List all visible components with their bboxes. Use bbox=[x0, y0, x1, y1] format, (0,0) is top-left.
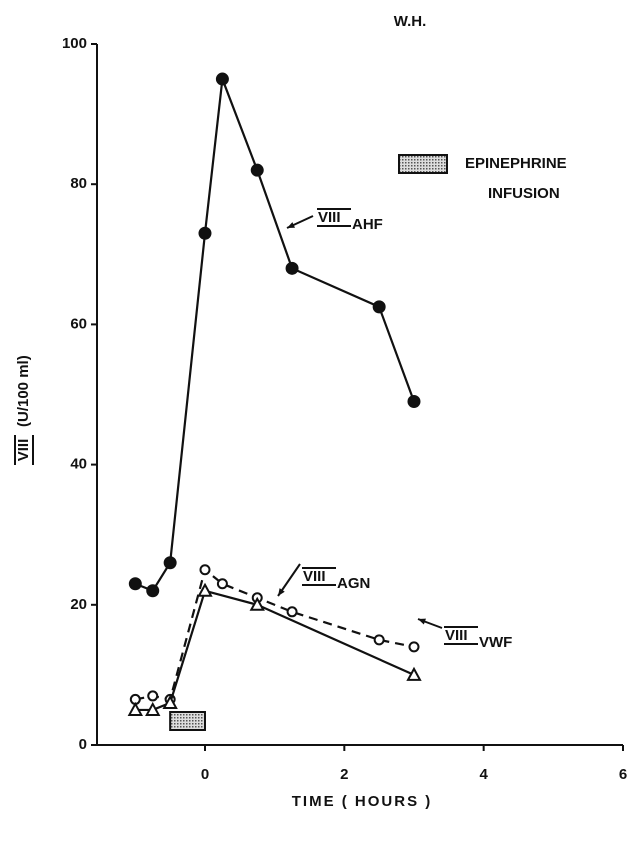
chart-title: W.H. bbox=[394, 13, 427, 30]
point bbox=[163, 556, 177, 570]
point bbox=[199, 564, 211, 576]
point bbox=[250, 163, 264, 177]
annotation-prefix: VIII bbox=[445, 627, 468, 644]
point bbox=[373, 634, 385, 646]
point bbox=[128, 577, 142, 591]
point bbox=[198, 226, 212, 240]
annotation-prefix: VIII bbox=[303, 568, 326, 585]
point bbox=[197, 582, 213, 597]
y-tick-label: 20 bbox=[70, 596, 87, 613]
point bbox=[285, 261, 299, 275]
point bbox=[215, 72, 229, 86]
series-line bbox=[135, 567, 415, 701]
y-tick-label: 100 bbox=[62, 35, 87, 52]
point bbox=[147, 690, 159, 702]
point bbox=[406, 666, 422, 681]
point bbox=[216, 578, 228, 590]
x-tick-label: 0 bbox=[201, 766, 209, 783]
point bbox=[408, 641, 420, 653]
series-label: VWF bbox=[479, 634, 512, 651]
x-tick-label: 6 bbox=[619, 766, 627, 783]
x-axis-label: TIME ( HOURS ) bbox=[292, 793, 433, 810]
x-tick-label: 4 bbox=[479, 766, 488, 783]
y-axis-label-group: VIII (U/100 ml) bbox=[14, 355, 34, 465]
annotation-prefix: VIII bbox=[318, 209, 341, 226]
series-line bbox=[135, 589, 415, 712]
point bbox=[145, 701, 161, 716]
y-axis-label: (U/100 ml) bbox=[15, 355, 32, 427]
point bbox=[162, 694, 178, 709]
point bbox=[249, 596, 265, 611]
point bbox=[127, 701, 144, 716]
y-tick-label: 0 bbox=[79, 736, 87, 753]
infusion-bar bbox=[169, 711, 206, 731]
legend-label: INFUSION bbox=[488, 185, 560, 202]
point bbox=[146, 584, 160, 598]
y-tick-label: 80 bbox=[70, 175, 87, 192]
legend-swatch bbox=[398, 154, 448, 174]
arrow-head bbox=[287, 222, 295, 228]
series-label: AHF bbox=[352, 216, 383, 233]
y-axis-label-prefix: VIII bbox=[15, 439, 32, 462]
point bbox=[407, 395, 421, 409]
x-tick-label: 2 bbox=[340, 766, 348, 783]
legend-label: EPINEPHRINE bbox=[465, 155, 567, 172]
series-line bbox=[134, 78, 416, 593]
arrow-head bbox=[418, 618, 426, 625]
point bbox=[286, 606, 298, 618]
y-tick-label: 40 bbox=[70, 456, 87, 473]
y-tick-label: 60 bbox=[70, 315, 87, 332]
series-label: AGN bbox=[337, 575, 370, 592]
point bbox=[372, 300, 386, 314]
arrow-head bbox=[278, 588, 285, 596]
